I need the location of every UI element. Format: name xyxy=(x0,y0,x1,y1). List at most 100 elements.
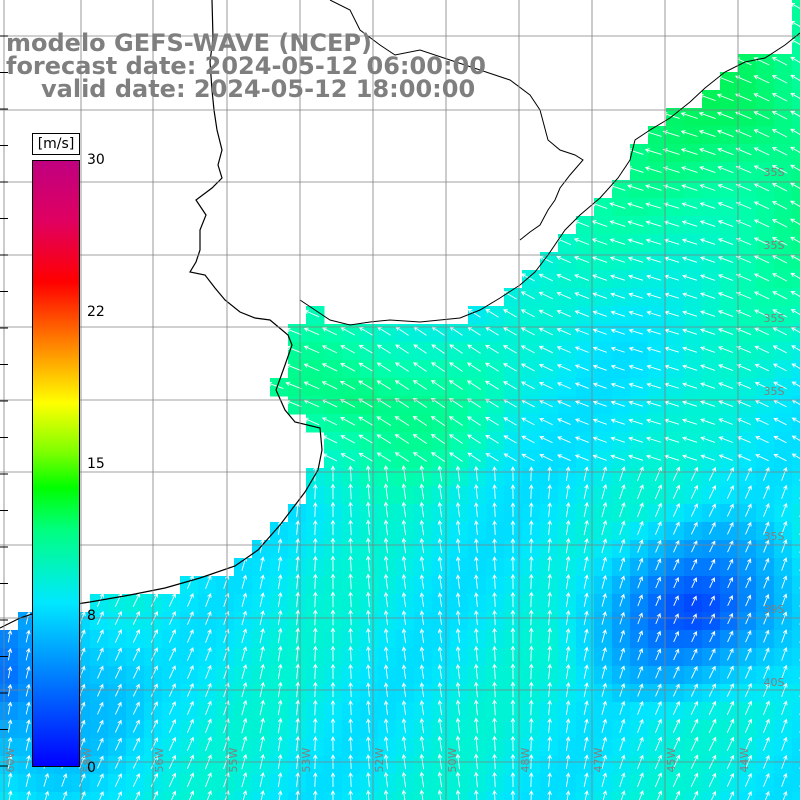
wind-arrow xyxy=(485,434,499,444)
wind-arrow xyxy=(682,436,698,443)
wind-arrow xyxy=(646,436,662,443)
wind-arrow xyxy=(97,683,104,697)
wind-arrow xyxy=(708,665,716,679)
wind-arrow xyxy=(295,735,301,752)
wind-arrow xyxy=(763,772,770,787)
wind-arrow xyxy=(241,717,248,734)
wind-arrow xyxy=(547,699,552,716)
wind-arrow xyxy=(150,772,159,787)
wind-arrow xyxy=(753,147,770,156)
wind-arrow xyxy=(510,645,516,662)
wind-arrow xyxy=(473,699,479,716)
colorbar-unit: [m/s] xyxy=(32,133,80,155)
wind-arrow xyxy=(528,537,534,554)
wind-arrow xyxy=(528,555,534,572)
wind-arrow xyxy=(700,346,716,353)
wind-arrow xyxy=(574,328,589,335)
wind-speed-cell xyxy=(720,792,739,800)
wind-arrow xyxy=(637,630,644,643)
wind-arrow xyxy=(690,736,699,752)
wind-arrow xyxy=(26,790,31,800)
wind-arrow xyxy=(430,434,446,444)
wind-arrow xyxy=(358,398,374,408)
wind-arrow xyxy=(330,501,336,518)
wind-arrow xyxy=(674,790,681,800)
wind-arrow xyxy=(383,519,389,536)
wind-arrow xyxy=(691,613,697,624)
wind-arrow xyxy=(321,417,338,426)
wind-arrow xyxy=(645,256,662,263)
wind-arrow xyxy=(97,665,104,679)
wind-arrow xyxy=(25,719,31,733)
wind-arrow xyxy=(366,736,371,751)
wind-arrow xyxy=(637,665,644,679)
wind-arrow xyxy=(510,466,516,481)
lagoon-coastline xyxy=(299,0,800,326)
wind-arrow xyxy=(547,466,552,481)
wind-arrow xyxy=(700,382,716,389)
wind-arrow xyxy=(672,736,681,752)
wind-arrow xyxy=(565,573,571,590)
wind-speed-cell xyxy=(234,792,253,800)
wind-arrow xyxy=(673,630,680,643)
wind-arrow xyxy=(455,699,461,716)
wind-arrow xyxy=(365,483,371,500)
wind-speed-cell xyxy=(792,0,800,19)
wind-arrow xyxy=(771,57,788,66)
wind-arrow xyxy=(717,292,734,299)
wind-arrow xyxy=(637,612,643,625)
wind-arrow xyxy=(134,790,141,800)
wind-arrow xyxy=(710,790,717,800)
wind-arrow xyxy=(277,574,283,590)
wind-arrow xyxy=(484,398,499,408)
wind-arrow xyxy=(25,665,31,679)
wind-arrow xyxy=(25,772,31,787)
wind-speed-cell xyxy=(252,792,271,800)
wind-arrow xyxy=(223,646,230,661)
wind-arrow xyxy=(763,539,770,553)
wind-speed-cell xyxy=(576,792,595,800)
wind-arrow xyxy=(619,718,626,733)
wind-arrow xyxy=(188,790,195,800)
wind-arrow xyxy=(492,717,497,734)
wind-arrow xyxy=(383,789,389,800)
colorbar-tick-22: 22 xyxy=(87,304,105,320)
wind-speed-cell xyxy=(792,252,800,271)
wind-arrow xyxy=(698,111,716,120)
wind-arrow xyxy=(492,538,497,553)
wind-arrow xyxy=(455,556,461,571)
wind-arrow xyxy=(547,627,552,644)
wind-arrow xyxy=(755,436,769,444)
wind-arrow xyxy=(644,148,662,155)
wind-speed-cell xyxy=(792,720,800,739)
wind-arrow xyxy=(763,575,770,589)
wind-arrow xyxy=(277,699,283,716)
wind-arrow xyxy=(754,327,770,336)
wind-arrow xyxy=(277,663,283,680)
wind-arrow xyxy=(492,699,497,716)
wind-arrow xyxy=(698,129,716,138)
wind-arrow xyxy=(383,646,389,662)
wind-arrow xyxy=(735,93,752,102)
wind-arrow xyxy=(168,629,176,643)
wind-arrow xyxy=(610,436,626,443)
wind-arrow xyxy=(726,700,735,715)
wind-arrow xyxy=(413,344,427,354)
wind-speed-cell xyxy=(792,702,800,721)
wind-arrow xyxy=(528,735,534,752)
wind-arrow xyxy=(312,736,318,752)
wind-arrow xyxy=(168,592,176,607)
wind-arrow xyxy=(574,400,589,407)
wind-arrow xyxy=(449,362,463,372)
wind-arrow xyxy=(366,573,371,590)
wind-arrow xyxy=(601,593,607,607)
wind-arrow xyxy=(672,700,680,715)
wind-arrow xyxy=(646,292,662,299)
wind-arrow xyxy=(680,148,698,155)
wind-arrow xyxy=(565,772,571,787)
wind-arrow xyxy=(601,501,608,518)
wind-arrow xyxy=(754,345,770,354)
wind-arrow xyxy=(510,520,516,535)
wind-arrow xyxy=(709,521,716,535)
wind-arrow xyxy=(224,790,230,800)
